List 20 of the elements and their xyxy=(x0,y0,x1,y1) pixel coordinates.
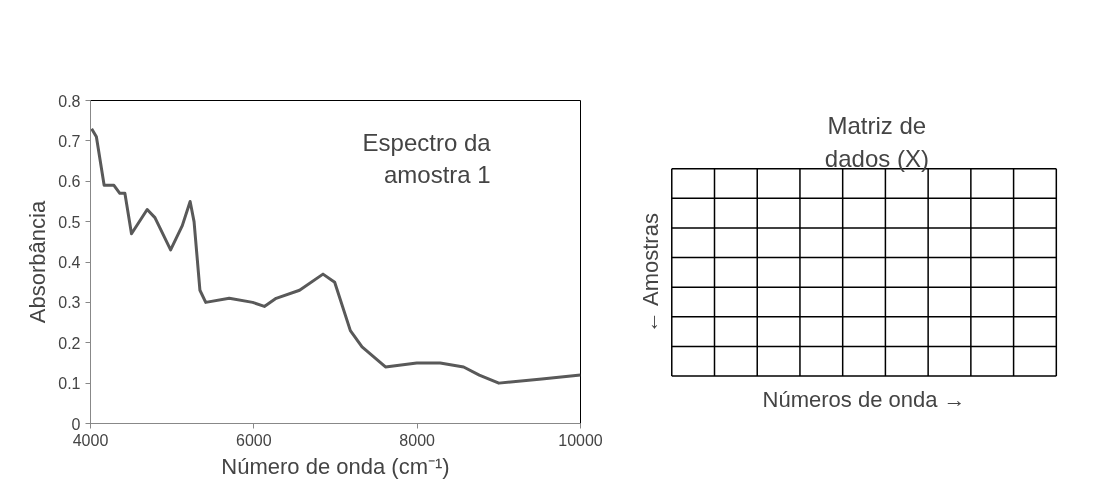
x-tick-label: 8000 xyxy=(399,431,436,449)
text: Matriz de dados (X) xyxy=(824,112,929,172)
y-tick-label: 0.6 xyxy=(58,173,81,191)
x-axis-title: Número de onda (cm⁻¹) xyxy=(221,453,450,479)
y-tick-label: 0.3 xyxy=(58,294,81,312)
x-tick-label: 6000 xyxy=(236,431,272,449)
y-tick-label: 0.7 xyxy=(58,132,81,150)
y-axis-title: Absorbância xyxy=(25,200,51,324)
x-tick-label: 10000 xyxy=(558,431,603,449)
annotation: Espectro da amostra 1 xyxy=(362,128,492,189)
text: ← Amostras xyxy=(637,213,663,333)
y-tick-label: 0.5 xyxy=(58,213,81,231)
y-tick-label: 0.4 xyxy=(58,254,81,271)
y-tick-label: 0.1 xyxy=(58,375,81,393)
x-tick-label: 4000 xyxy=(72,431,109,449)
y-tick-label: 0.8 xyxy=(58,92,81,110)
text: Números de onda → xyxy=(762,387,966,413)
y-tick-label: 0.2 xyxy=(58,334,81,352)
y-tick-label: 0 xyxy=(71,415,81,433)
line-series xyxy=(90,127,581,385)
